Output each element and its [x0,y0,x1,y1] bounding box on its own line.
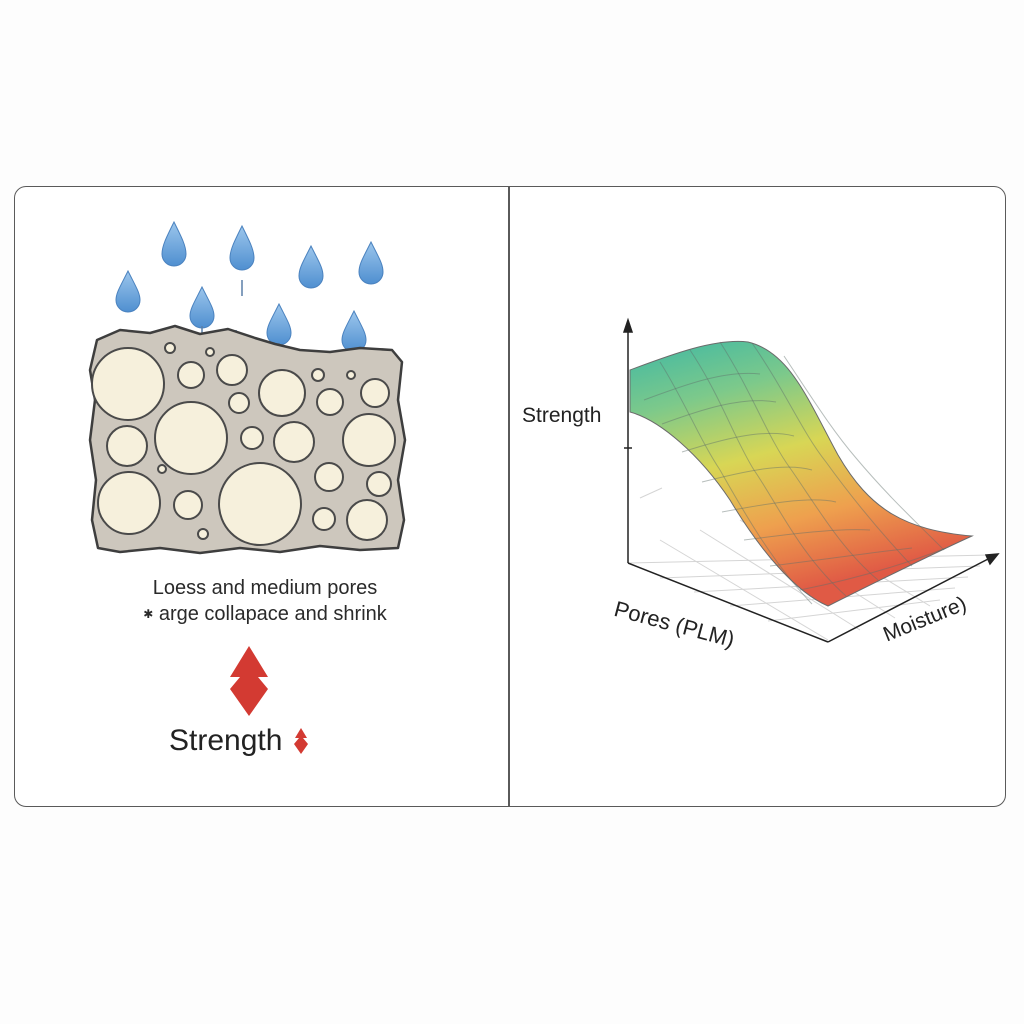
caption-line-2: ✱ arge collapace and shrink [40,601,490,627]
strength-label: Strength [169,724,283,757]
pores-axis [627,562,829,643]
pore [197,528,209,540]
strength-result: Strength [169,724,312,758]
panel-divider [508,186,510,807]
vertical-axis-arrow-icon [622,317,634,333]
pore [316,388,344,416]
pore [258,369,306,417]
water-drop-icon [298,244,324,289]
pore [157,464,167,474]
water-drop-icon [161,220,187,267]
caption-line-2-text: arge collapace and shrink [158,603,387,625]
pores [91,342,396,546]
pore [314,462,344,492]
pore [228,392,250,414]
pore [346,499,388,541]
down-arrow-icon [230,646,268,716]
axis-label-strength: Strength [522,404,602,427]
pore [164,342,176,354]
water-drop-icon [358,240,384,285]
water-drop-icon [229,224,255,271]
small-down-arrow-icon [294,728,309,754]
asterisk-mark: ✱ [143,607,154,621]
pore [106,425,148,467]
pore [366,471,392,497]
pore [218,462,302,546]
pore [312,507,336,531]
pore [173,490,203,520]
surface-mesh [643,341,947,605]
pore [311,368,325,382]
pore [240,426,264,450]
pore [216,354,248,386]
caption-line-1: Loess and medium pores [152,577,378,599]
water-drops [115,220,384,353]
pore [273,421,315,463]
pore [346,370,356,380]
moisture-axis [827,557,991,643]
pore [91,347,165,421]
pore [360,378,390,408]
water-drop-icon [115,269,141,313]
plot-axes [622,317,1000,643]
pore [154,401,228,475]
pore [205,347,215,357]
pore [342,413,396,467]
pore [97,471,161,535]
moisture-axis-arrow-icon [984,553,1000,566]
pore [177,361,205,389]
strength-surface [629,340,974,607]
